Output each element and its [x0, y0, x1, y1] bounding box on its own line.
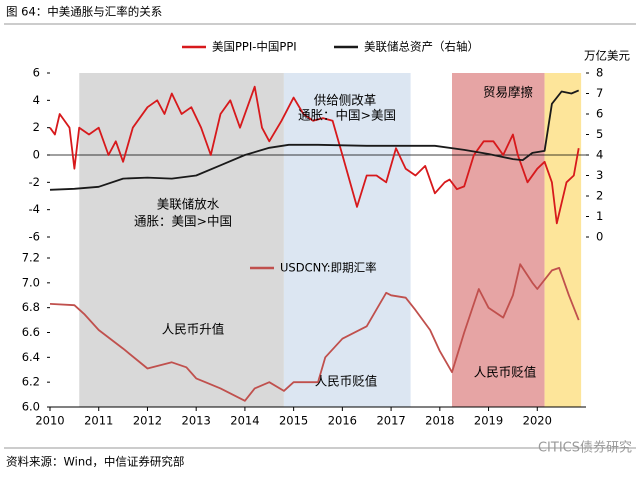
x-tick-label: 2011: [84, 414, 113, 428]
x-tick-label: 2016: [328, 414, 357, 428]
legend-label: 美国PPI-中国PPI: [212, 40, 297, 54]
y-tick-label: 7.2: [22, 251, 40, 265]
annotation: 人民币贬值: [315, 374, 378, 389]
y-tick-label: 4: [33, 93, 40, 107]
x-tick-label: 2013: [182, 414, 211, 428]
y2-tick-label: 3: [596, 168, 603, 182]
y-tick-label: 6: [33, 66, 40, 80]
y-tick-label: 6.2: [22, 375, 40, 389]
y-tick-label: 2: [33, 120, 40, 134]
y-tick-label: -2: [29, 175, 40, 189]
y2-tick-label: 5: [596, 127, 603, 141]
series-line: [49, 89, 580, 191]
y-tick-label: -4: [29, 202, 40, 216]
y2-tick-label: 4: [596, 148, 603, 162]
y2-axis-title: 万亿美元: [584, 49, 630, 63]
annotation: 人民币贬值: [474, 365, 537, 380]
figure-title: 图 64：中美通胀与汇率的关系: [6, 5, 162, 19]
period-band: [283, 73, 411, 407]
y-tick-label: 6.4: [22, 350, 40, 364]
y-tick-label: 6.6: [22, 325, 40, 339]
y-tick-label: 6.8: [22, 300, 40, 314]
x-tick-label: 2014: [230, 414, 259, 428]
x-tick-label: 2020: [523, 414, 552, 428]
annotation: 供给侧改革: [314, 93, 377, 108]
period-band: [79, 73, 284, 407]
y-tick-label: 0: [33, 148, 40, 162]
x-tick-label: 2018: [425, 414, 454, 428]
annotation: 通胀：中国>美国: [298, 108, 396, 123]
annotation: 通胀：美国>中国: [134, 214, 232, 229]
series-line: [49, 263, 580, 402]
y2-tick-label: 2: [596, 189, 603, 203]
x-tick-label: 2019: [474, 414, 503, 428]
series-line: [49, 85, 580, 225]
x-tick-label: 2012: [133, 414, 162, 428]
y2-tick-label: 8: [596, 66, 603, 80]
annotation: 贸易摩擦: [483, 85, 533, 100]
x-tick-label: 2010: [35, 414, 64, 428]
y2-tick-label: 7: [596, 86, 603, 100]
legend-label: USDCNY:即期汇率: [280, 261, 377, 275]
period-band: [544, 73, 582, 407]
y-tick-label: 6.0: [22, 400, 40, 414]
x-tick-label: 2015: [279, 414, 308, 428]
period-band: [452, 73, 545, 407]
y2-tick-label: 1: [596, 209, 603, 223]
y-tick-label: -6: [29, 230, 40, 244]
y2-tick-label: 6: [596, 107, 603, 121]
annotation: 人民币升值: [162, 322, 225, 337]
source: 资料来源：Wind，中信证券研究部: [6, 455, 184, 469]
x-tick-label: 2017: [376, 414, 405, 428]
watermark: CITICS债券研究: [538, 440, 632, 456]
y2-tick-label: 0: [596, 230, 603, 244]
y-tick-label: 7.0: [22, 275, 40, 289]
legend-label: 美联储总资产（右轴）: [364, 40, 479, 54]
annotation: 美联储放水: [157, 197, 220, 212]
